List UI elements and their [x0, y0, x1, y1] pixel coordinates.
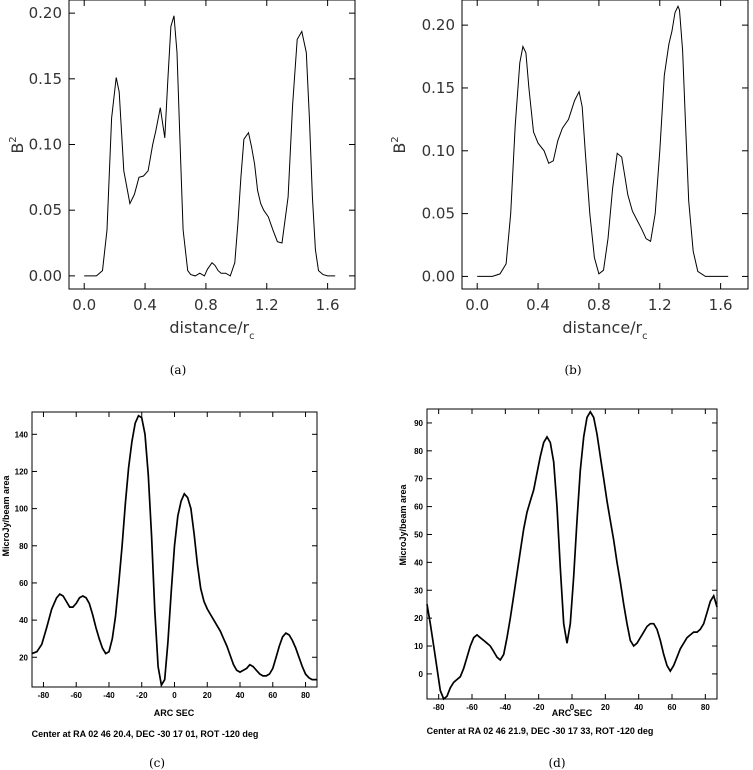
plot-frame-a — [68, 0, 356, 290]
y-tick-label: 0.00 — [29, 267, 62, 285]
series-line-c — [31, 414, 317, 688]
plot-frame-b — [461, 0, 749, 290]
x-tick-label: -60 — [466, 703, 478, 712]
x-tick-label: 80 — [701, 703, 710, 712]
x-tick-label: 1.6 — [316, 296, 340, 314]
x-tick-label: 80 — [301, 691, 310, 700]
y-axis-label-d: MicroJy/beam area — [398, 483, 408, 565]
yticks-b: 0.00 0.05 0.10 0.15 0.20 — [422, 16, 748, 285]
x-tick-label: -60 — [70, 691, 82, 700]
x-tick-label: 0.8 — [194, 296, 218, 314]
x-tick-label: 1.2 — [648, 296, 672, 314]
y-tick-label: 60 — [414, 503, 423, 512]
x-tick-label: 0.0 — [72, 296, 96, 314]
y-tick-label: 80 — [19, 542, 28, 551]
x-tick-label: 40 — [236, 691, 245, 700]
x-tick-label: -20 — [533, 703, 545, 712]
x-tick-label: 1.2 — [255, 296, 279, 314]
y-tick-label: 0.20 — [29, 4, 62, 22]
x-tick-label: -20 — [136, 691, 148, 700]
x-tick-label: 0.8 — [587, 296, 611, 314]
x-axis-label-b: distance/rc — [562, 318, 647, 342]
y-tick-label: 0.10 — [29, 136, 62, 154]
plot-frame-d — [426, 408, 718, 700]
x-tick-label: -40 — [500, 703, 512, 712]
y-tick-label: 90 — [414, 419, 423, 428]
y-tick-label: 0.15 — [29, 70, 62, 88]
caption-d: Center at RA 02 46 21.9, DEC -30 17 33, … — [427, 726, 654, 736]
y-tick-label: 60 — [19, 579, 28, 588]
series-line-a — [84, 15, 336, 277]
xticks-b: 0.0 0.4 0.8 1.2 1.6 — [465, 0, 733, 314]
panel-d: 0 10 20 30 40 50 60 70 80 90 -80 -60 -40 -20 0 20 40 60 8… — [398, 408, 718, 770]
x-tick-label: -80 — [38, 691, 50, 700]
x-tick-label: -40 — [103, 691, 115, 700]
caption-c: Center at RA 02 46 20.4, DEC -30 17 01, … — [32, 729, 259, 739]
panel-label-d: (d) — [548, 756, 565, 770]
y-tick-label: 100 — [15, 505, 29, 514]
y-axis-label-b: B2 — [390, 136, 409, 153]
xticks-d: -80 -60 -40 -20 0 20 40 60 80 — [433, 409, 710, 712]
panel-label-a: (a) — [170, 363, 187, 377]
x-tick-label: 1.6 — [709, 296, 733, 314]
yticks-c: 20 40 60 80 100 120 140 — [15, 430, 317, 662]
x-tick-label: 0.4 — [133, 296, 157, 314]
x-tick-label: 0.0 — [465, 296, 489, 314]
y-tick-label: 140 — [15, 430, 29, 439]
y-tick-label: 50 — [414, 530, 423, 539]
y-tick-label: 40 — [19, 616, 28, 625]
y-tick-label: 40 — [414, 558, 423, 567]
y-tick-label: 20 — [19, 653, 28, 662]
x-tick-label: 20 — [203, 691, 212, 700]
y-tick-label: 80 — [414, 447, 423, 456]
y-tick-label: 0.05 — [29, 201, 62, 219]
y-tick-label: 70 — [414, 475, 423, 484]
xticks-a: 0.0 0.4 0.8 1.2 1.6 — [72, 0, 340, 314]
x-tick-label: 0 — [172, 691, 177, 700]
x-axis-label-d: ARC SEC — [552, 708, 593, 718]
panel-label-c: (c) — [149, 756, 165, 770]
x-tick-label: 0 — [570, 703, 575, 712]
y-tick-label: 0.05 — [422, 205, 455, 223]
y-tick-label: 20 — [414, 614, 423, 623]
x-tick-label: 60 — [268, 691, 277, 700]
yticks-a: 0.00 0.05 0.10 0.15 0.20 — [29, 4, 355, 285]
x-tick-label: 40 — [634, 703, 643, 712]
y-tick-label: 0.15 — [422, 79, 455, 97]
y-tick-label: 10 — [414, 642, 423, 651]
y-tick-label: 0 — [419, 670, 424, 679]
series-line-d — [426, 410, 718, 701]
y-tick-label: 30 — [414, 586, 423, 595]
x-tick-label: 20 — [601, 703, 610, 712]
x-tick-label: -80 — [433, 703, 445, 712]
x-axis-label-c: ARC SEC — [154, 708, 195, 718]
series-line-b — [477, 5, 729, 277]
panel-a: 0.000.050.100.150.20 0.0 0.4 0.8 1.2 1.6 B2 … — [8, 0, 356, 377]
y-tick-label: 0.10 — [422, 142, 455, 160]
xticks-c: -80 -60 -40 -20 0 20 40 60 80 — [38, 412, 311, 700]
y-axis-label-a: B2 — [8, 136, 27, 153]
y-axis-label-c: MicroJy/beam area — [1, 474, 11, 556]
y-tick-label: 120 — [15, 467, 29, 476]
x-tick-label: 0.4 — [526, 296, 550, 314]
yticks-d: 0 10 20 30 40 50 60 70 80 90 — [414, 419, 717, 679]
panel-label-b: (b) — [564, 363, 581, 377]
x-axis-label-a: distance/rc — [169, 318, 254, 342]
y-tick-label: 0.20 — [422, 16, 455, 34]
panel-b: 0.000.050.100.150.20 0.0 0.4 0.8 1.2 1.6 B2 … — [390, 0, 749, 377]
y-tick-label: 0.00 — [422, 267, 455, 285]
x-tick-label: 60 — [668, 703, 677, 712]
